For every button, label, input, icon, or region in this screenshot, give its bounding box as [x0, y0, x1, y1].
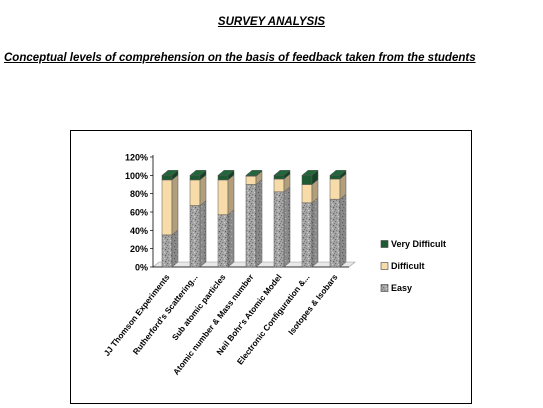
- bar-segment: [245, 176, 257, 185]
- bar-segment-top: [301, 170, 319, 176]
- legend-label: Easy: [391, 283, 412, 293]
- legend-label: Difficult: [391, 261, 425, 271]
- page-title: SURVEY ANALYSIS: [217, 16, 326, 28]
- bar-segment: [217, 214, 229, 268]
- y-tick-label: 80%: [130, 189, 148, 199]
- bar-segment-top: [161, 170, 179, 176]
- bar-segment-side: [311, 197, 319, 268]
- bar-segment-top: [329, 170, 347, 176]
- legend-swatch: [380, 240, 389, 248]
- bar-segment-side: [227, 174, 235, 216]
- bar-segment-side: [199, 174, 207, 207]
- bar-segment: [329, 198, 341, 268]
- bar-segment-top: [217, 170, 235, 176]
- bar-segment: [273, 191, 285, 268]
- y-tick-label: 0%: [135, 263, 148, 273]
- bar-segment: [301, 184, 313, 204]
- bar-segment: [217, 179, 229, 215]
- stacked-bar-chart: 0%20%40%60%80%100%120% JJ Thomson Experi…: [102, 153, 446, 377]
- bar-segment: [329, 178, 341, 200]
- bar-segment: [161, 179, 173, 236]
- bar-segment: [273, 178, 285, 193]
- bar-segment: [189, 175, 201, 181]
- bar-segment: [245, 184, 257, 268]
- legend-swatch: [380, 284, 389, 292]
- bar-segment: [161, 175, 173, 181]
- legend-swatch: [380, 262, 389, 270]
- legend-label: Very Difficult: [391, 239, 446, 249]
- page-subtitle: Conceptual levels of comprehension on th…: [4, 52, 476, 64]
- category-label: Sub atomic particles: [170, 272, 228, 342]
- bar-segment-side: [283, 186, 291, 268]
- bar-segment-side: [255, 178, 263, 268]
- bar-segment: [189, 179, 201, 206]
- bar-segment-top: [273, 170, 291, 176]
- bar-segment: [329, 175, 341, 180]
- bar-segment: [189, 205, 201, 268]
- y-tick-label: 100%: [125, 171, 148, 181]
- y-tick-label: 40%: [130, 226, 148, 236]
- bar-segment-side: [171, 174, 179, 236]
- category-label: Isotopes & Isobars: [286, 272, 340, 337]
- bar-segment-top: [189, 170, 207, 176]
- bar-segment-side: [171, 229, 179, 268]
- y-tick-label: 20%: [130, 244, 148, 254]
- chart-frame: 0% 20% 40% 60% 80% 100% 120% JJ Thomson Experi…: [70, 130, 472, 404]
- bar-segment: [217, 175, 229, 181]
- bar-segment: [161, 234, 173, 268]
- bar-segment-top: [245, 170, 263, 176]
- bar-segment: [273, 175, 285, 180]
- bar-segment-side: [227, 209, 235, 268]
- y-tick-label: 60%: [130, 208, 148, 218]
- bar-segment-side: [199, 200, 207, 268]
- bar-segment: [301, 202, 313, 268]
- bar-segment: [301, 175, 313, 185]
- bar-segment-side: [339, 193, 347, 268]
- y-tick-label: 120%: [125, 153, 148, 163]
